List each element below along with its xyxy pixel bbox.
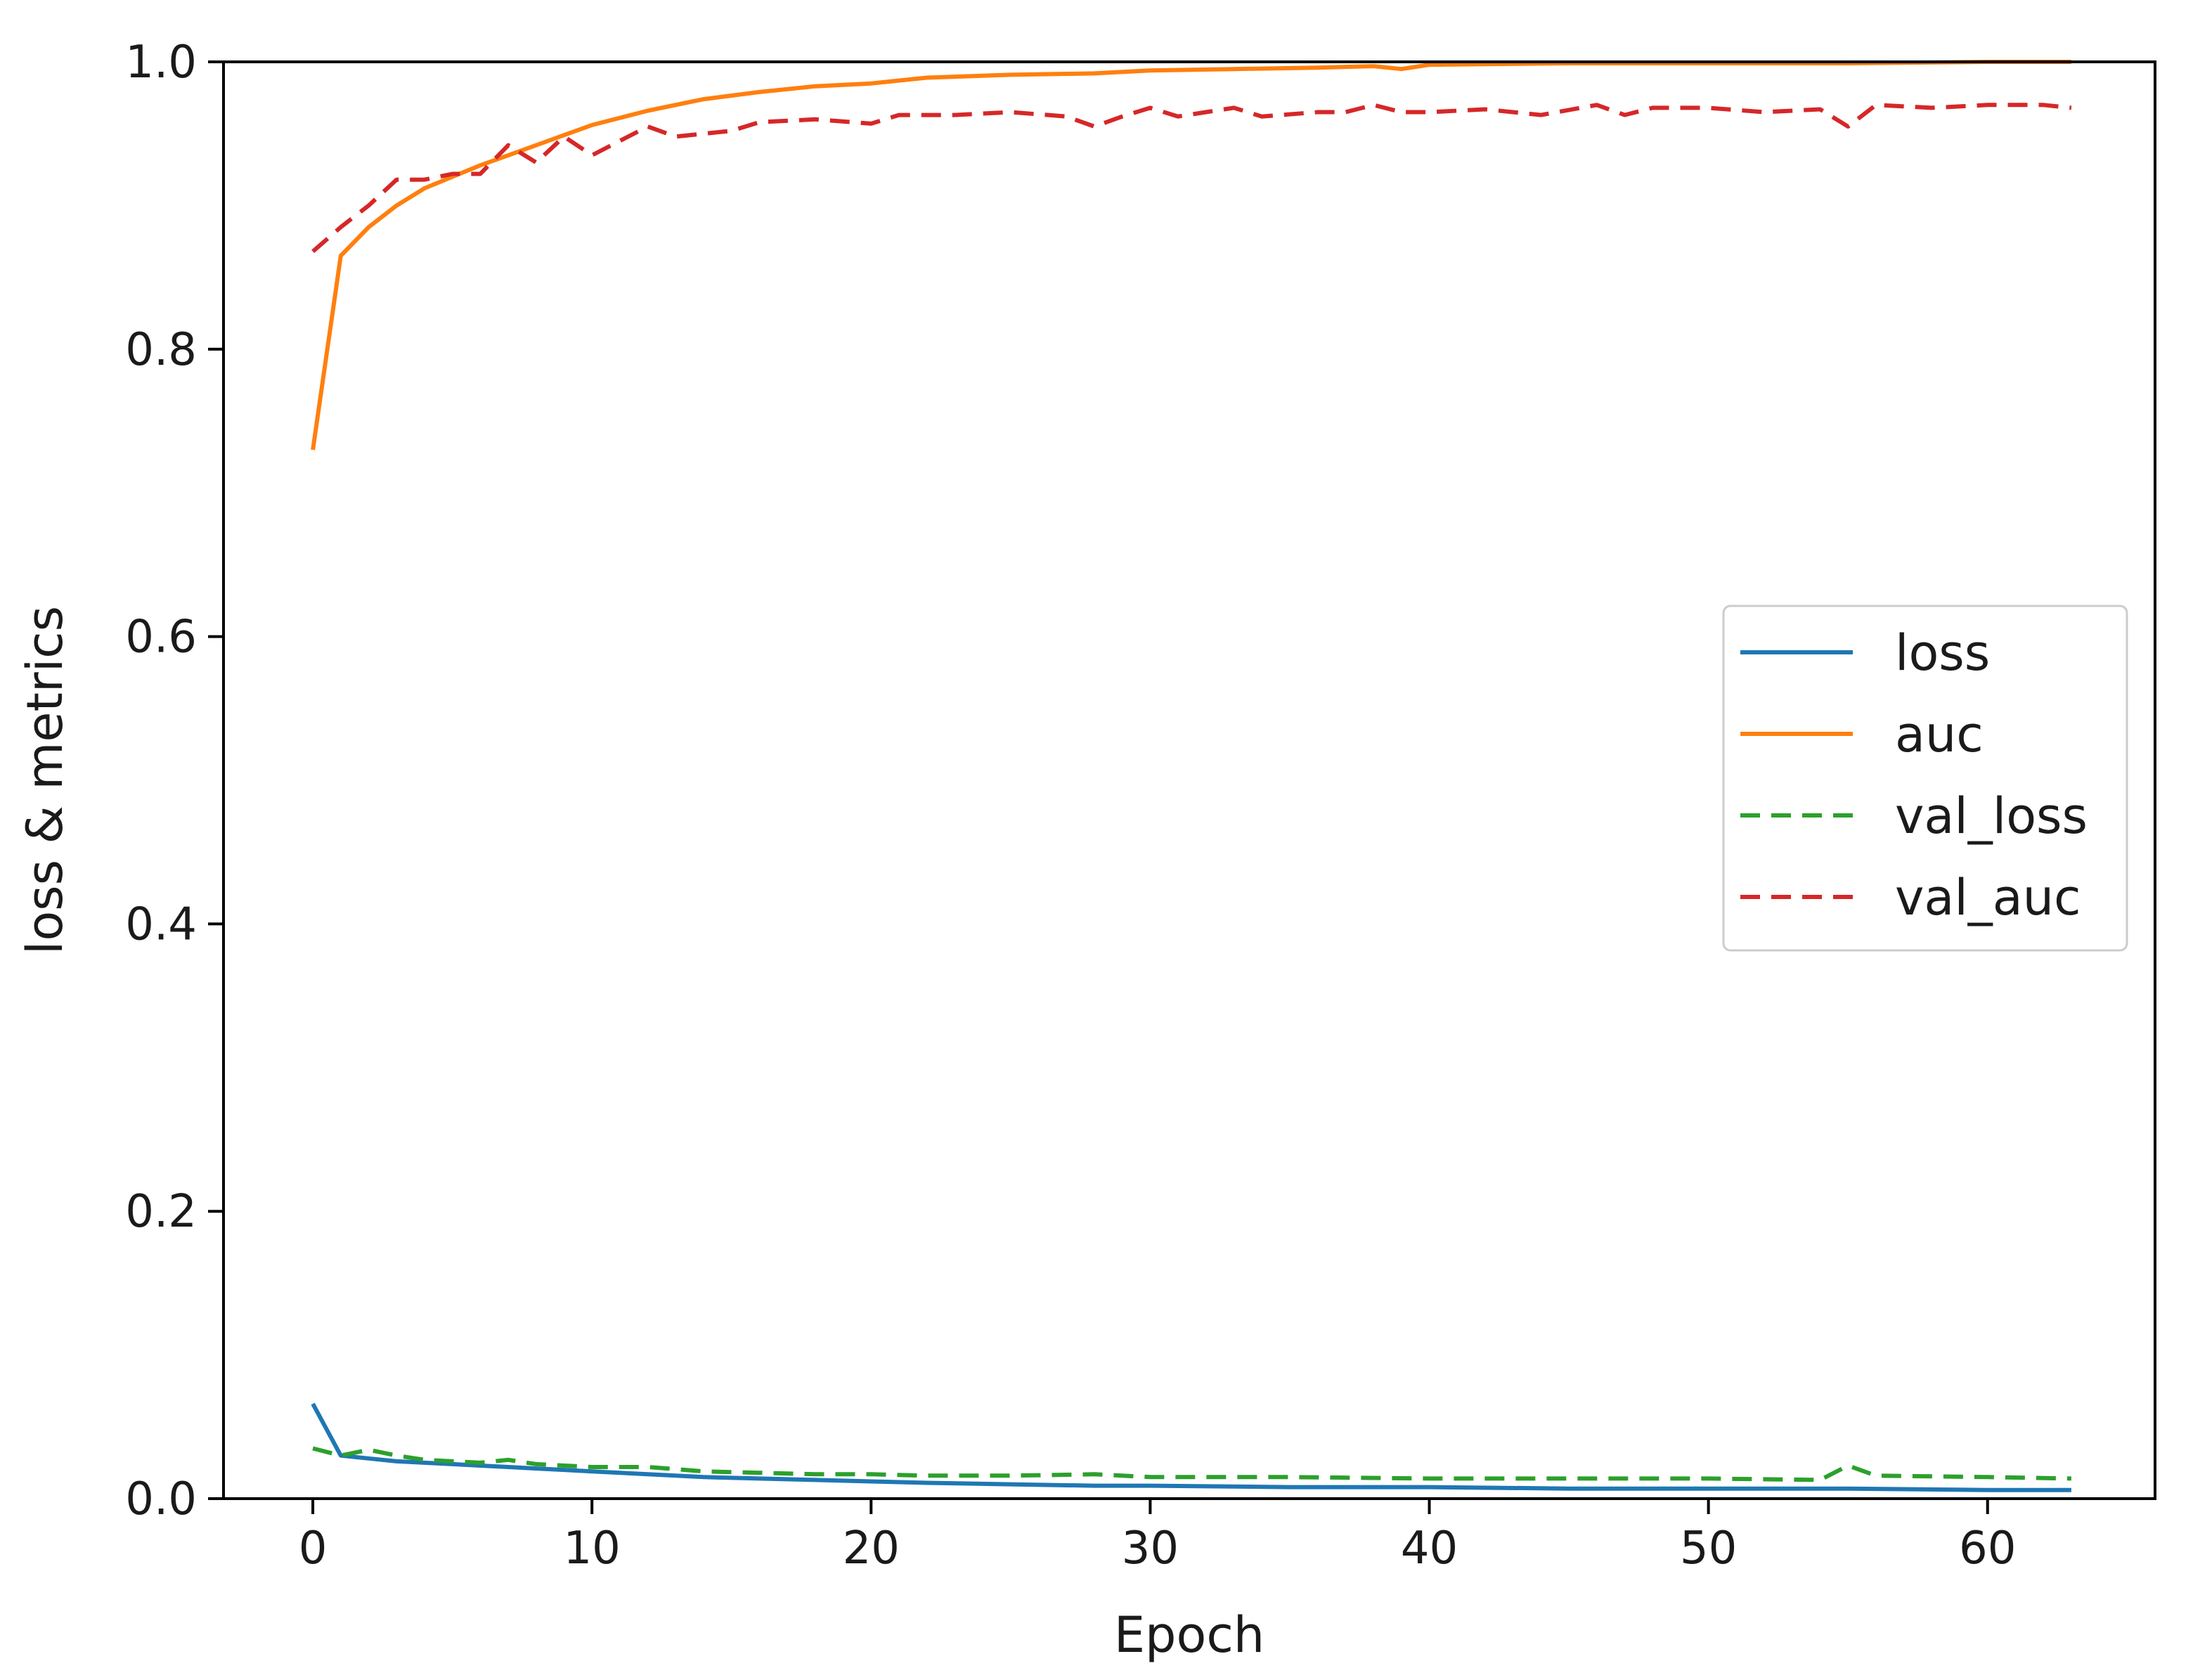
x-tick-label: 10 [563, 1523, 620, 1575]
y-tick-label: 0.8 [125, 324, 197, 376]
series-line-val-auc [311, 103, 2072, 254]
x-tick-label: 20 [843, 1523, 900, 1575]
legend-label-auc: auc [1895, 706, 1984, 763]
legend-label-val-auc: val_auc [1895, 869, 2081, 926]
x-tick-label: 40 [1401, 1523, 1458, 1575]
series-layer [311, 60, 2072, 1492]
series-line-auc [311, 60, 2071, 451]
x-axis-ticks: 0 10 20 30 40 50 60 [299, 1499, 2016, 1575]
series-line-loss [311, 1402, 2071, 1492]
y-axis-label: loss & metrics [16, 606, 74, 955]
series-line-val-loss [312, 1446, 2071, 1482]
legend-label-loss: loss [1895, 624, 1990, 682]
y-tick-label: 0.4 [125, 898, 197, 950]
y-axis-ticks: 0.0 0.2 0.4 0.6 0.8 1.0 [125, 37, 224, 1525]
x-tick-label: 50 [1680, 1523, 1737, 1575]
y-tick-label: 0.6 [125, 612, 197, 664]
x-tick-label: 0 [299, 1523, 328, 1575]
y-tick-label: 1.0 [125, 37, 197, 89]
legend-label-val-loss: val_loss [1895, 787, 2088, 845]
x-tick-label: 60 [1959, 1523, 2016, 1575]
y-tick-label: 0.2 [125, 1186, 197, 1238]
x-axis-label: Epoch [1114, 1606, 1264, 1664]
plot-frame [222, 60, 2156, 1500]
legend-box [1722, 605, 2128, 952]
y-tick-label: 0.0 [125, 1473, 197, 1525]
x-tick-label: 30 [1122, 1523, 1179, 1575]
legend: loss auc val_loss val_auc [1722, 605, 2128, 952]
